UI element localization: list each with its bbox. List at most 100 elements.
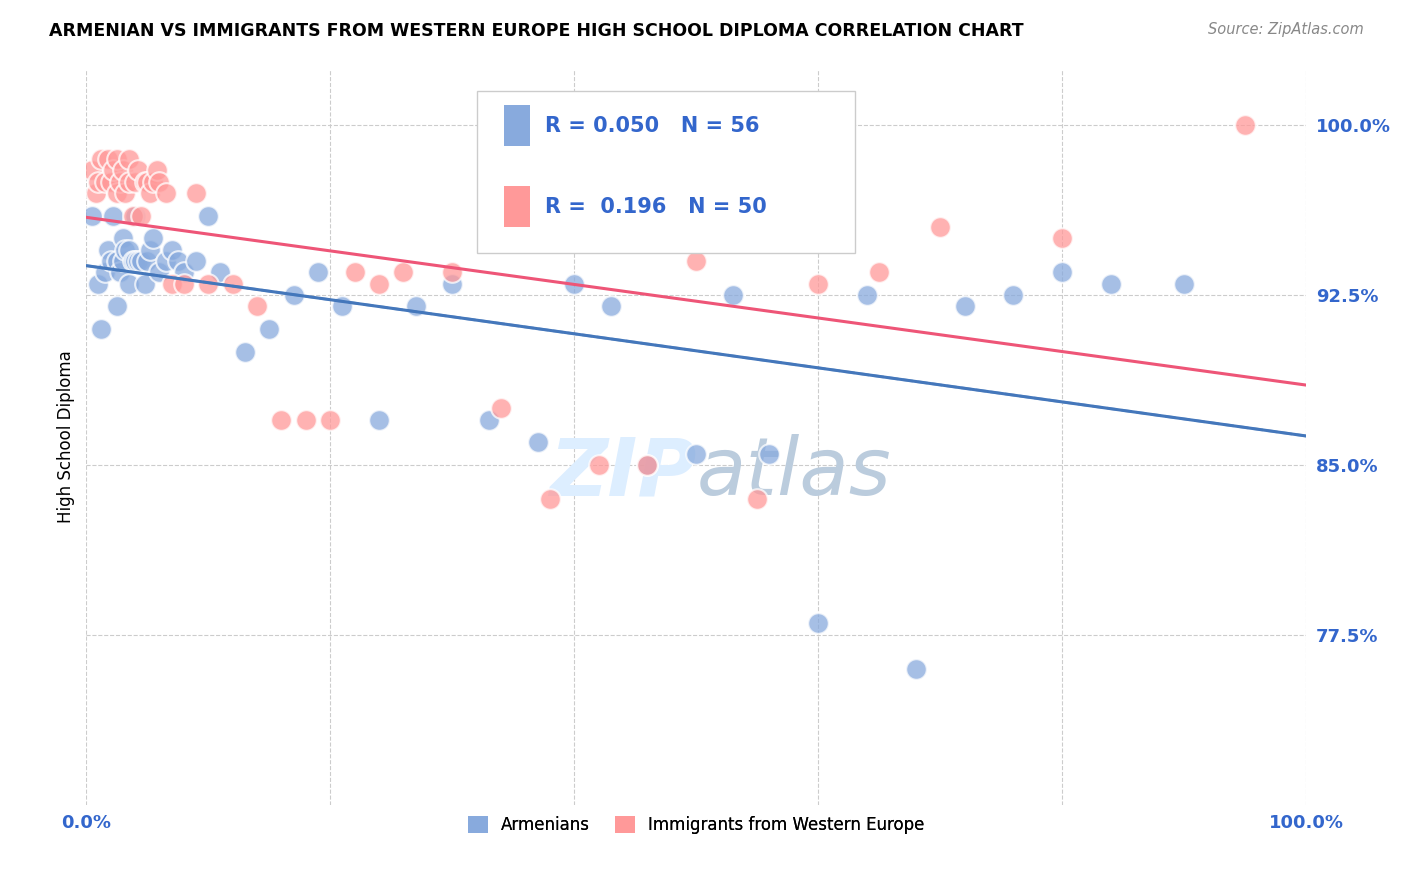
Point (118, 175, 141, 189)
Point (599, 299, 621, 313)
Point (124, 254, 146, 268)
Point (160, 243, 183, 257)
Point (100, 175, 122, 189)
Point (197, 277, 219, 291)
Point (129, 254, 152, 268)
Point (209, 265, 232, 279)
Point (368, 277, 391, 291)
Point (929, 220, 952, 235)
FancyBboxPatch shape (503, 105, 530, 145)
Point (856, 288, 879, 302)
Point (1234, 118, 1257, 132)
Point (538, 491, 561, 506)
Point (283, 288, 305, 302)
Point (307, 265, 329, 279)
Point (173, 277, 195, 291)
Point (868, 265, 890, 279)
Point (233, 344, 256, 359)
Point (1099, 277, 1122, 291)
Point (134, 277, 156, 291)
Point (953, 299, 976, 313)
Point (93, 175, 115, 189)
Point (685, 254, 707, 268)
Point (127, 254, 149, 268)
Point (118, 152, 141, 166)
Point (197, 209, 219, 223)
Point (124, 175, 146, 189)
Point (93, 265, 115, 279)
Point (105, 254, 128, 268)
Point (129, 209, 152, 223)
Point (100, 254, 122, 268)
Point (97, 243, 120, 257)
Point (332, 299, 354, 313)
Point (134, 175, 156, 189)
Point (142, 175, 165, 189)
Point (246, 299, 269, 313)
Point (121, 254, 143, 268)
Point (588, 458, 610, 472)
Point (1173, 277, 1195, 291)
Point (526, 435, 548, 450)
Text: Source: ZipAtlas.com: Source: ZipAtlas.com (1208, 22, 1364, 37)
Point (105, 299, 128, 313)
Point (142, 231, 165, 245)
Point (111, 254, 134, 268)
Text: ZIP: ZIP (548, 434, 696, 512)
FancyBboxPatch shape (477, 91, 855, 252)
Point (138, 243, 160, 257)
Point (101, 163, 124, 178)
Point (637, 458, 659, 472)
Point (82, 209, 104, 223)
Point (685, 447, 707, 461)
Point (270, 412, 292, 426)
FancyBboxPatch shape (503, 186, 530, 227)
Point (1052, 265, 1074, 279)
Point (343, 265, 366, 279)
Point (105, 186, 128, 200)
Point (637, 458, 659, 472)
Point (173, 265, 195, 279)
Point (97, 152, 120, 166)
Point (160, 277, 183, 291)
Point (90, 322, 112, 336)
Point (87, 175, 110, 189)
Point (1002, 288, 1025, 302)
Point (87, 277, 110, 291)
Point (259, 322, 281, 336)
Point (110, 175, 132, 189)
Point (148, 265, 170, 279)
Point (1052, 231, 1074, 245)
Point (136, 254, 159, 268)
Point (184, 254, 207, 268)
Point (747, 491, 769, 506)
Point (111, 231, 134, 245)
Text: R = 0.050   N = 56: R = 0.050 N = 56 (546, 116, 759, 136)
Point (121, 209, 143, 223)
Point (758, 447, 780, 461)
Point (155, 254, 177, 268)
Point (441, 277, 464, 291)
Point (127, 163, 149, 178)
Point (114, 243, 136, 257)
Text: R =  0.196   N = 50: R = 0.196 N = 50 (546, 196, 766, 217)
Point (368, 412, 391, 426)
Point (405, 299, 427, 313)
Point (101, 209, 124, 223)
Point (904, 662, 927, 676)
Point (114, 186, 136, 200)
Point (90, 152, 112, 166)
Point (82, 163, 104, 178)
Point (184, 186, 207, 200)
Legend: Armenians, Immigrants from Western Europe: Armenians, Immigrants from Western Europ… (461, 809, 931, 840)
Point (146, 163, 169, 178)
Point (319, 412, 342, 426)
Point (807, 616, 830, 631)
Point (392, 265, 415, 279)
Point (124, 209, 146, 223)
Point (148, 175, 170, 189)
Point (110, 265, 132, 279)
Point (221, 277, 243, 291)
Point (118, 243, 141, 257)
Text: atlas: atlas (696, 434, 891, 512)
